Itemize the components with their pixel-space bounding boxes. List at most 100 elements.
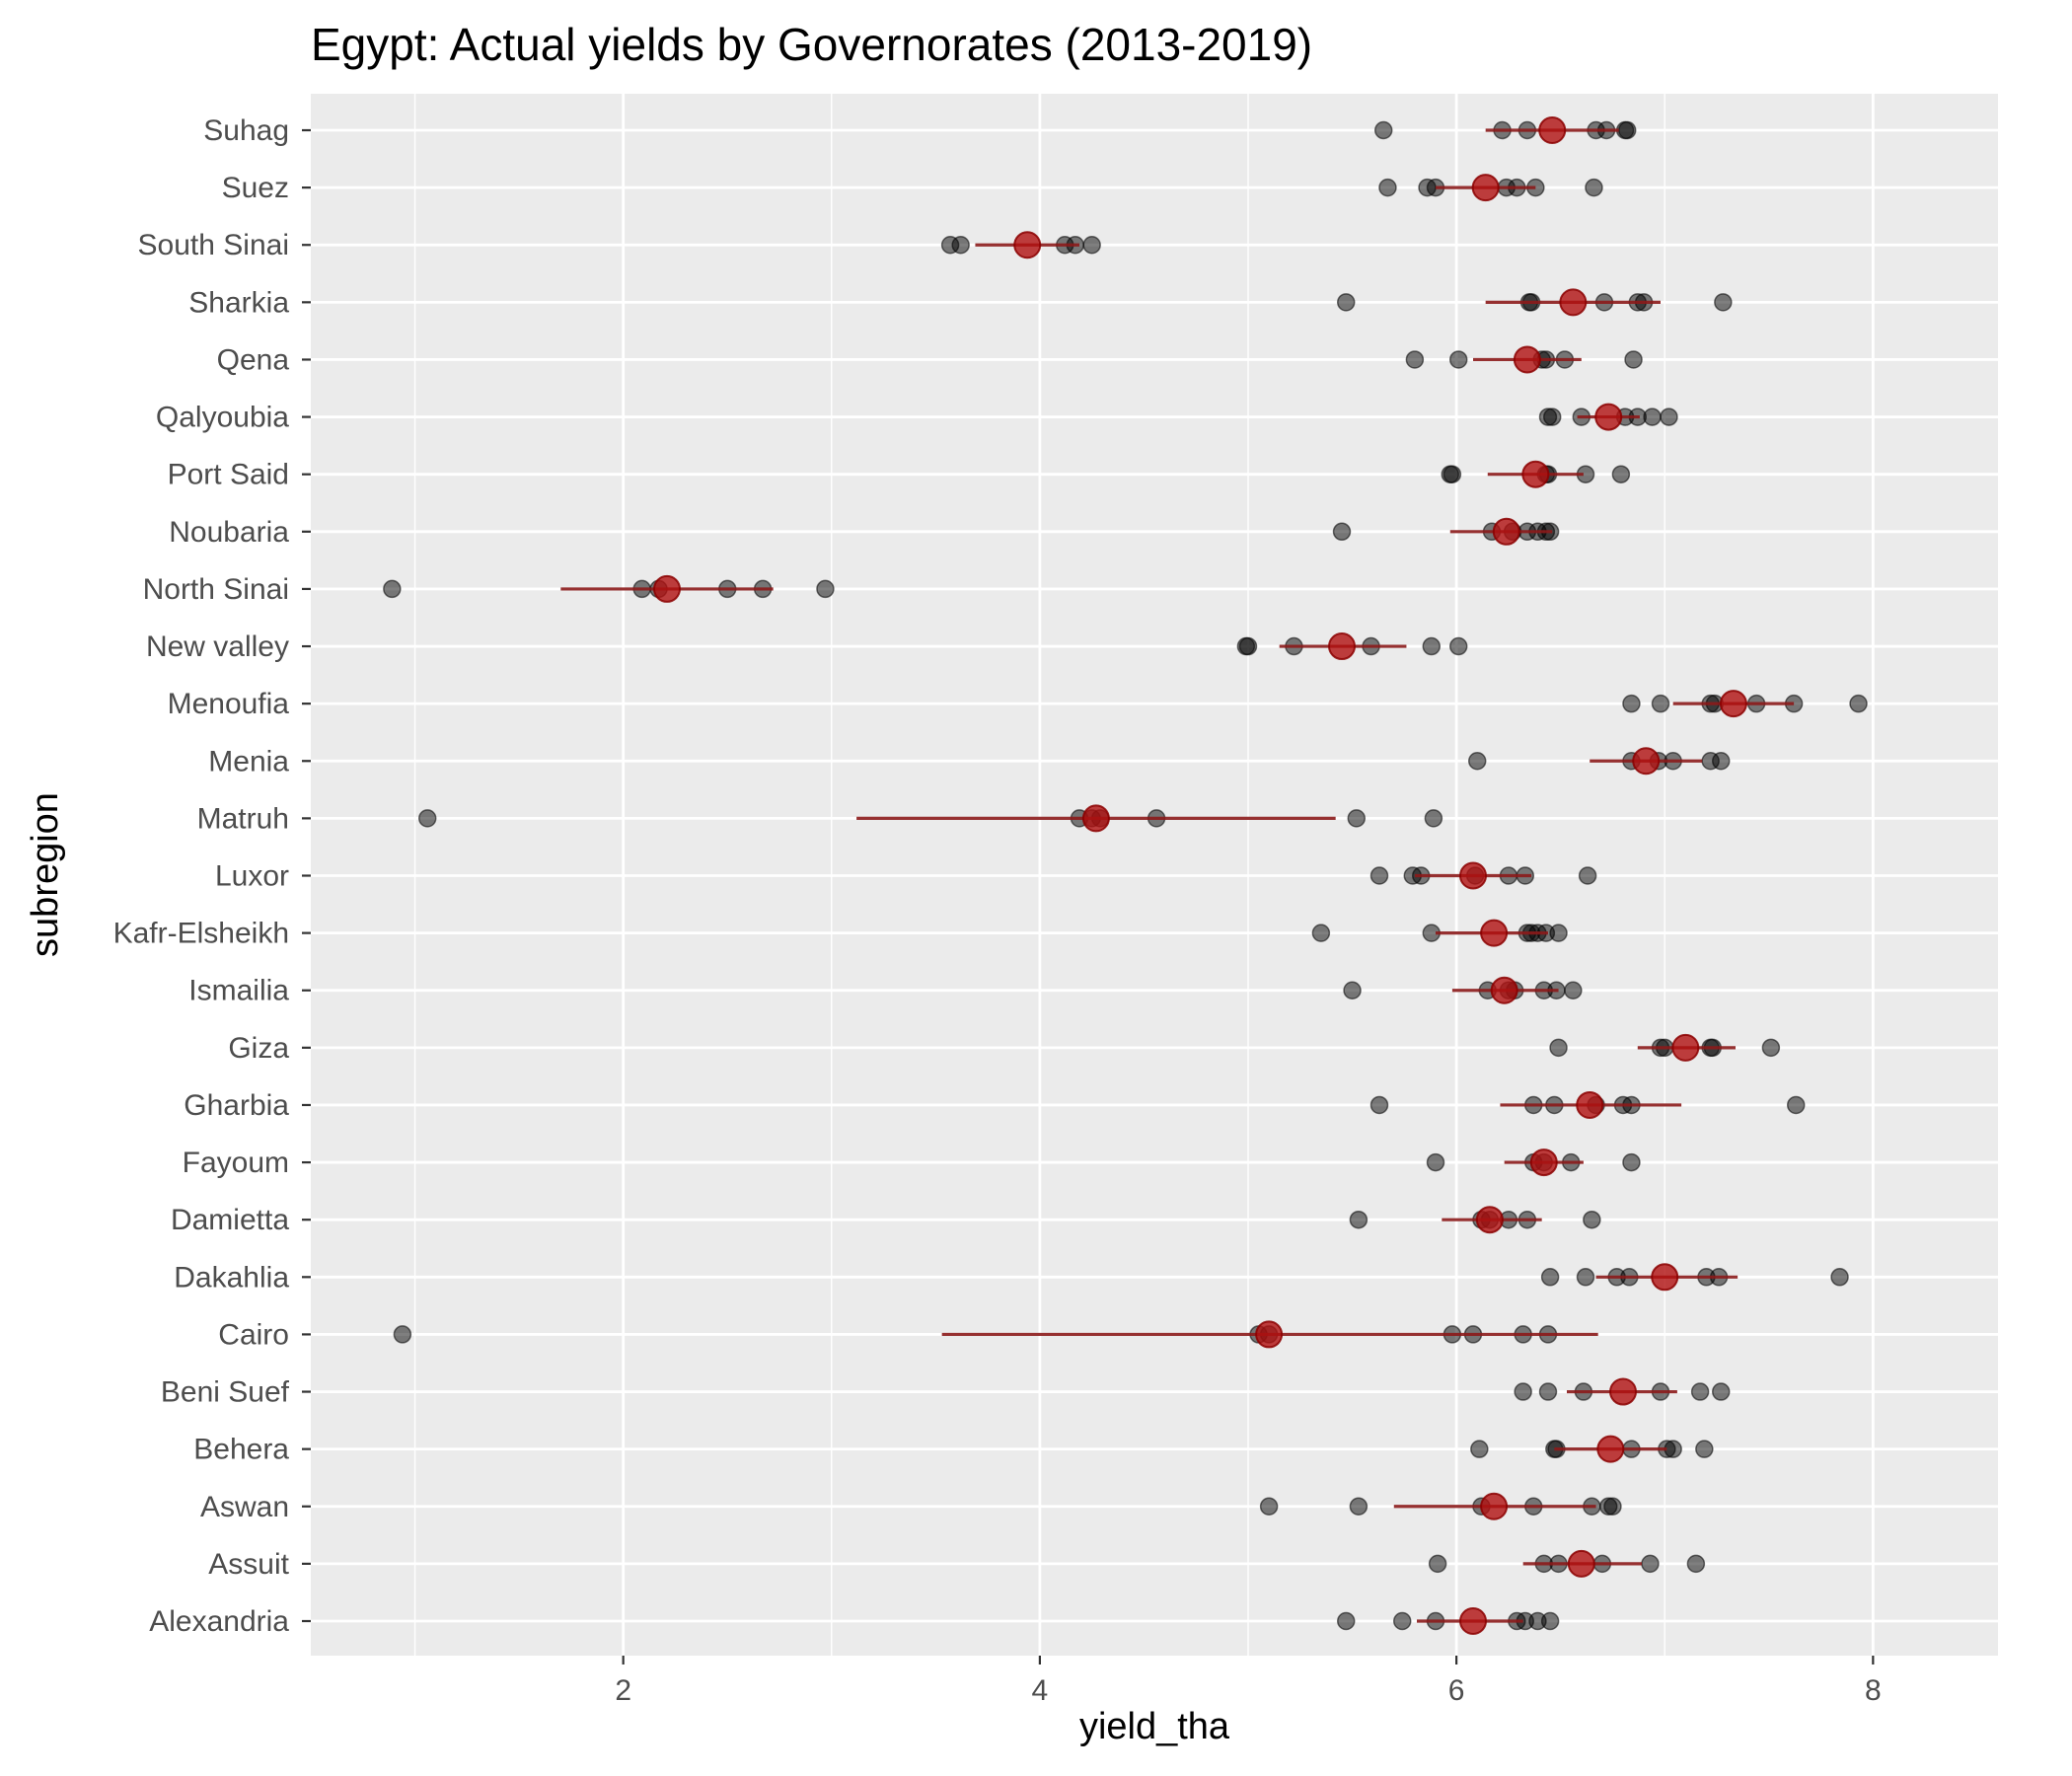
data-point — [1540, 1268, 1560, 1287]
mean-point — [653, 574, 681, 603]
y-tick-label: Suhag — [203, 114, 289, 147]
data-point — [1426, 1152, 1445, 1172]
data-point — [1786, 1095, 1806, 1115]
mean-point — [1671, 1033, 1700, 1062]
data-point — [1349, 1497, 1369, 1517]
data-point — [1336, 1611, 1356, 1631]
data-point — [1369, 1095, 1389, 1115]
mean-point — [1459, 861, 1487, 890]
mean-point — [1567, 1549, 1595, 1578]
data-point — [1538, 1382, 1558, 1401]
data-point — [1448, 350, 1468, 369]
mean-point — [1559, 288, 1588, 317]
mean-point — [1632, 747, 1661, 776]
y-tick-label: Damietta — [171, 1204, 289, 1236]
x-tick-label: 2 — [615, 1674, 631, 1707]
data-point — [383, 579, 402, 599]
data-point — [1470, 1440, 1489, 1458]
data-point — [1238, 636, 1258, 656]
mean-point — [1594, 403, 1623, 431]
y-tick-label: Cairo — [218, 1318, 289, 1351]
chart-title: Egypt: Actual yields by Governorates (20… — [311, 19, 1313, 70]
mean-point — [1328, 632, 1356, 661]
mean-point — [1490, 976, 1518, 1004]
data-point — [1467, 752, 1487, 771]
y-tick-label: New valley — [146, 630, 289, 663]
mean-point — [1521, 460, 1550, 488]
y-tick-label: Ismailia — [188, 975, 289, 1007]
data-point — [1082, 235, 1101, 255]
data-point — [1603, 1497, 1622, 1517]
mean-point — [1081, 804, 1110, 833]
data-point — [1443, 465, 1462, 483]
y-tick-label: Alexandria — [149, 1605, 289, 1638]
data-point — [1542, 407, 1562, 426]
mean-point — [1538, 116, 1567, 144]
y-tick-label: Beni Suef — [161, 1376, 290, 1409]
y-tick-label: Suez — [222, 172, 289, 204]
y-tick-label: Noubaria — [169, 516, 289, 549]
mean-point — [1596, 1435, 1625, 1463]
mean-point — [1719, 690, 1747, 718]
data-point — [1424, 809, 1443, 828]
data-point — [1761, 1038, 1781, 1058]
data-point — [1849, 694, 1868, 713]
data-point — [1711, 1382, 1731, 1401]
data-point — [1690, 1382, 1710, 1401]
x-tick-label: 8 — [1865, 1674, 1882, 1707]
mean-points — [653, 116, 1747, 1635]
y-tick-label: Menoufia — [168, 688, 290, 720]
data-point — [1686, 1554, 1706, 1574]
y-tick-label: North Sinai — [143, 573, 289, 606]
y-tick-label: Behera — [193, 1434, 289, 1466]
y-axis-title: subregion — [25, 792, 66, 957]
data-point — [1622, 694, 1641, 713]
data-point — [1714, 293, 1733, 312]
data-point — [1405, 350, 1425, 369]
data-point — [1540, 1611, 1560, 1631]
data-point — [1259, 1497, 1279, 1517]
y-tick-label: Gharbia — [184, 1089, 289, 1122]
data-point — [1332, 522, 1352, 542]
data-point — [417, 809, 437, 828]
data-point — [1373, 120, 1393, 140]
data-point — [1349, 1210, 1369, 1229]
data-point — [393, 1325, 412, 1344]
y-tick-label: Sharkia — [188, 286, 289, 319]
x-axis: 2 4 6 8 — [615, 1656, 1882, 1707]
data-point — [951, 235, 970, 255]
data-point — [1617, 120, 1637, 140]
data-point — [1660, 407, 1678, 426]
data-point — [1428, 1554, 1447, 1574]
data-point — [1422, 636, 1442, 656]
y-tick-label: Giza — [228, 1032, 289, 1065]
data-point — [1378, 178, 1397, 197]
y-tick-label: Kafr-Elsheikh — [113, 918, 289, 950]
y-tick-label: Aswan — [200, 1491, 289, 1523]
data-point — [1311, 924, 1331, 942]
x-tick-label: 4 — [1032, 1674, 1049, 1707]
x-tick-label: 6 — [1448, 1674, 1465, 1707]
y-tick-label: Dakahlia — [174, 1261, 289, 1294]
y-tick-label: Matruh — [197, 802, 289, 835]
y-tick-label: Assuit — [208, 1548, 289, 1581]
data-point — [1583, 1210, 1601, 1229]
mean-point — [1475, 1206, 1504, 1234]
y-tick-label: South Sinai — [138, 229, 289, 261]
y-tick-label: Qalyoubia — [156, 402, 289, 434]
data-point — [1336, 293, 1356, 312]
data-point — [1695, 1440, 1714, 1458]
data-point — [1343, 981, 1362, 999]
y-tick-label: Qena — [217, 343, 290, 376]
data-point — [1643, 407, 1662, 426]
y-tick-label: Menia — [208, 745, 289, 777]
data-point — [1347, 809, 1367, 828]
data-point — [1564, 981, 1583, 999]
data-point — [1585, 178, 1603, 197]
data-point — [1641, 1554, 1660, 1574]
mean-point — [1471, 174, 1500, 202]
mean-point — [1013, 231, 1042, 259]
mean-point — [1513, 345, 1541, 374]
mean-point — [1529, 1148, 1558, 1177]
